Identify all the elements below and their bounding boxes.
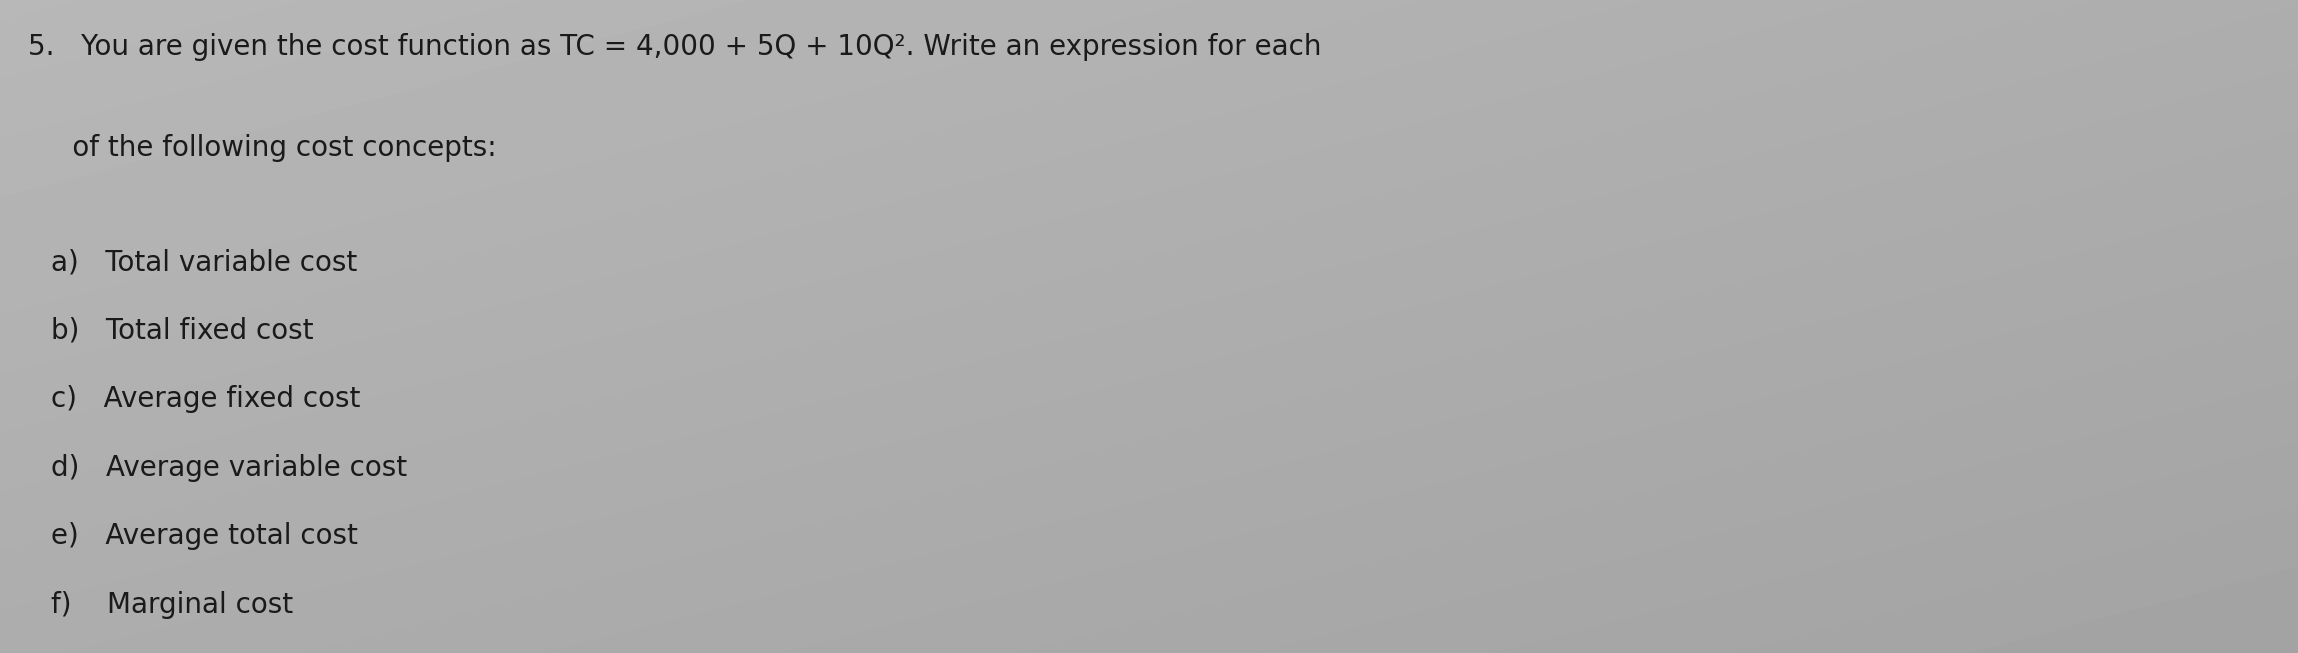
Text: e)   Average total cost: e) Average total cost [51, 522, 358, 550]
Text: b)   Total fixed cost: b) Total fixed cost [51, 317, 313, 345]
Text: 5.   You are given the cost function as TC = 4,000 + 5Q + 10Q². Write an express: 5. You are given the cost function as TC… [28, 33, 1321, 61]
Text: c)   Average fixed cost: c) Average fixed cost [51, 385, 361, 413]
Text: f)    Marginal cost: f) Marginal cost [51, 591, 292, 619]
Text: d)   Average variable cost: d) Average variable cost [51, 454, 407, 482]
Text: a)   Total variable cost: a) Total variable cost [51, 248, 356, 276]
Text: of the following cost concepts:: of the following cost concepts: [28, 134, 496, 162]
